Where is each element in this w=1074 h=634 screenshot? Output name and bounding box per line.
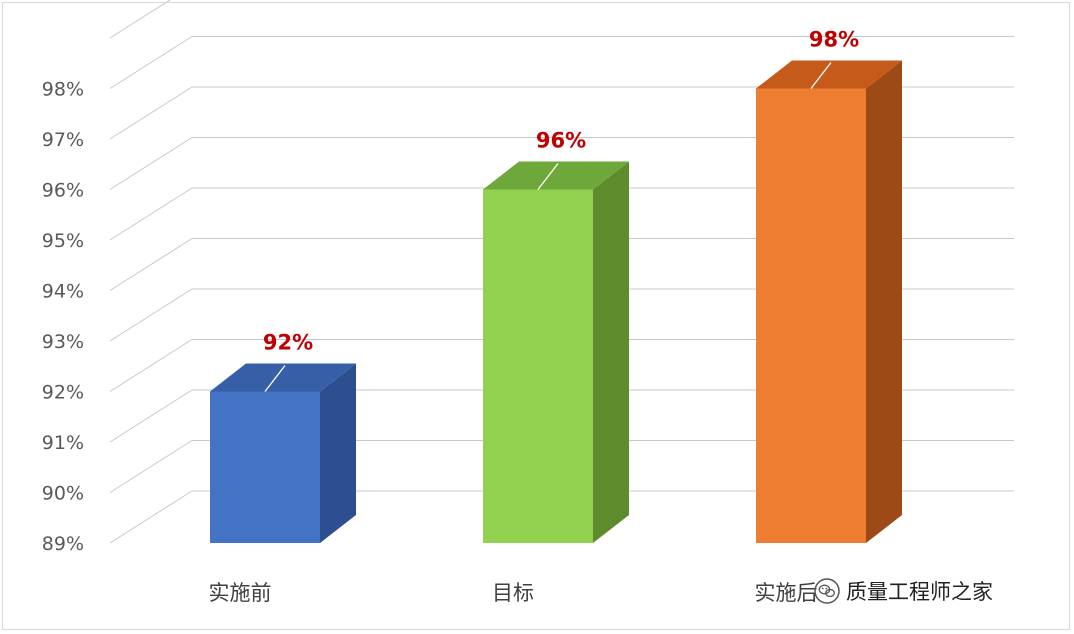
y-tick-label: 89%: [42, 533, 84, 555]
gridline-diagonal: [109, 187, 193, 241]
category-labels: 实施前 目标 实施后: [209, 581, 818, 605]
bar: [756, 60, 902, 543]
watermark: 质量工程师之家: [814, 574, 993, 608]
bar-front-face: [210, 391, 320, 543]
gridline-diagonal: [109, 238, 193, 291]
y-tick-label: 91%: [42, 432, 84, 454]
gridline-diagonal: [109, 137, 193, 190]
gridline-diagonal: [109, 288, 193, 342]
gridline-diagonal: [109, 389, 193, 443]
gridline-diagonal: [109, 0, 171, 39]
data-label-leader: [810, 62, 832, 89]
bar-top-face: [756, 60, 902, 89]
y-tick-label: 92%: [42, 382, 84, 404]
gridline-diagonal: [109, 86, 193, 140]
category-label: 实施后: [755, 581, 818, 605]
data-label-leader: [264, 365, 286, 392]
y-tick-label: 95%: [42, 230, 84, 252]
y-tick-label: 96%: [42, 180, 84, 202]
category-label: 实施前: [209, 581, 272, 605]
y-axis-ticks: 89% 90% 91% 92% 93% 94% 95% 96% 97% 98%: [42, 79, 84, 556]
bar-front-face: [756, 88, 866, 543]
gridline-diagonal: [109, 36, 193, 89]
data-label: 96%: [536, 129, 586, 153]
gridline-diagonal: [109, 440, 193, 493]
gridline-diagonal: [109, 339, 193, 392]
data-label: 92%: [263, 331, 313, 355]
bar-side-face: [593, 161, 629, 543]
y-tick-label: 98%: [42, 79, 84, 101]
bar: [210, 363, 356, 543]
bar-top-face: [483, 161, 629, 190]
data-labels: 92% 96% 98%: [263, 28, 859, 392]
category-label: 目标: [492, 581, 534, 605]
data-label-leader: [537, 163, 559, 190]
bar-side-face: [866, 60, 902, 543]
bar: [483, 161, 629, 543]
y-tick-label: 93%: [42, 331, 84, 353]
bars: [210, 60, 902, 543]
y-tick-label: 97%: [42, 129, 84, 151]
gridline-diagonal: [109, 490, 193, 544]
bar-side-face: [320, 363, 356, 543]
y-tick-label: 94%: [42, 281, 84, 303]
bar-front-face: [483, 189, 593, 543]
y-tick-label: 90%: [42, 483, 84, 505]
bar-top-face: [210, 363, 356, 392]
wechat-icon: [814, 578, 840, 604]
data-label: 98%: [809, 28, 859, 52]
watermark-text: 质量工程师之家: [846, 580, 993, 604]
